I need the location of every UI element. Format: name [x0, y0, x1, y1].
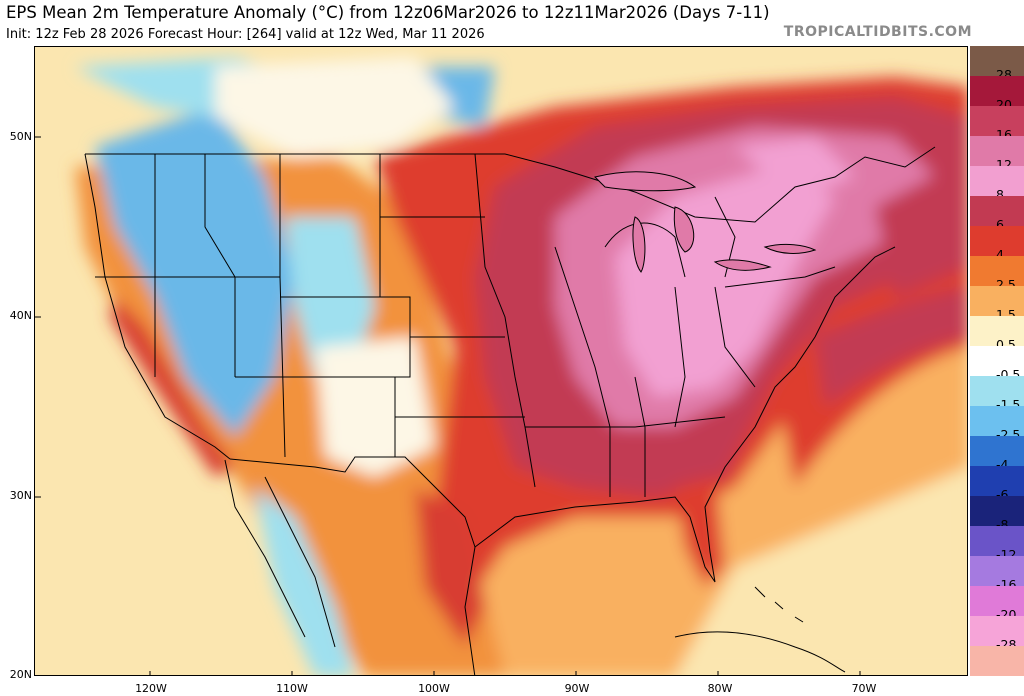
lon-label-90w: 90W — [564, 682, 590, 695]
lat-label-40n: 40N — [9, 309, 32, 322]
colorbar-swatch — [970, 556, 1024, 586]
colorbar-swatch — [970, 616, 1024, 646]
anomaly-field — [75, 57, 967, 675]
colorbar-swatch — [970, 76, 1024, 106]
colorbar-swatch — [970, 196, 1024, 226]
colorbar-cell: -8 — [970, 496, 1024, 532]
lon-label-120w: 120W — [135, 682, 167, 695]
colorbar-cell: 20 — [970, 76, 1024, 112]
colorbar-cell: -12 — [970, 526, 1024, 562]
colorbar-swatch — [970, 286, 1024, 316]
colorbar-legend: 28 20 16 12 8 6 4 2.5 1.5 0.5 -0.5 -1.5 -2.5 -4 -6 -8 -1… — [970, 46, 1024, 676]
colorbar-cell: 1.5 — [970, 286, 1024, 322]
colorbar-cell: 2.5 — [970, 256, 1024, 292]
colorbar-swatch — [970, 256, 1024, 286]
colorbar-cell: 6 — [970, 196, 1024, 232]
lon-label-70w: 70W — [851, 682, 877, 695]
colorbar-swatch — [970, 106, 1024, 136]
colorbar-swatch — [970, 496, 1024, 526]
colorbar-cell: -20 — [970, 586, 1024, 622]
colorbar-cell: 12 — [970, 136, 1024, 172]
colorbar-cell: 28 — [970, 46, 1024, 82]
colorbar-swatch — [970, 316, 1024, 346]
colorbar-swatch — [970, 646, 1024, 676]
colorbar-swatch — [970, 586, 1024, 616]
colorbar-swatch — [970, 526, 1024, 556]
colorbar-cell: 0.5 — [970, 316, 1024, 352]
anomaly-map-svg — [35, 47, 967, 675]
colorbar-cell: -16 — [970, 556, 1024, 592]
colorbar-label: 8 — [996, 187, 1004, 202]
colorbar-cell: -2.5 — [970, 406, 1024, 442]
lon-label-80w: 80W — [707, 682, 733, 695]
colorbar-swatch — [970, 436, 1024, 466]
map-boundaries — [84, 146, 936, 675]
colorbar-swatch — [970, 466, 1024, 496]
colorbar-swatch — [970, 346, 1024, 376]
anomaly-map — [34, 46, 968, 676]
grid-ticks — [35, 136, 861, 675]
colorbar-cell: -4 — [970, 436, 1024, 472]
colorbar-swatch — [970, 46, 1024, 76]
colorbar-swatch — [970, 406, 1024, 436]
colorbar-label: 4 — [996, 247, 1004, 262]
colorbar-cell — [970, 646, 1024, 676]
lon-label-110w: 110W — [276, 682, 308, 695]
lat-label-50n: 50N — [9, 130, 32, 143]
colorbar-label: 6 — [996, 217, 1004, 232]
colorbar-cell: -6 — [970, 466, 1024, 502]
map-title: EPS Mean 2m Temperature Anomaly (°C) fro… — [6, 3, 770, 22]
colorbar-swatch — [970, 376, 1024, 406]
map-subtitle: Init: 12z Feb 28 2026 Forecast Hour: [26… — [6, 27, 485, 42]
colorbar-cell: 16 — [970, 106, 1024, 142]
colorbar-swatch — [970, 136, 1024, 166]
colorbar-cell: -28 — [970, 616, 1024, 652]
lat-label-30n: 30N — [9, 489, 32, 502]
brand-watermark: TROPICALTIDBITS.COM — [783, 24, 972, 40]
colorbar-cell: 4 — [970, 226, 1024, 262]
map-header: EPS Mean 2m Temperature Anomaly (°C) fro… — [0, 0, 1024, 46]
colorbar-cell: -0.5 — [970, 346, 1024, 382]
caribbean-coastlines — [674, 586, 846, 673]
colorbar-cell: -1.5 — [970, 376, 1024, 412]
great-lakes — [594, 171, 817, 273]
lon-label-100w: 100W — [418, 682, 450, 695]
colorbar-cell: 8 — [970, 166, 1024, 202]
colorbar-swatch — [970, 166, 1024, 196]
lat-label-20n: 20N — [9, 668, 32, 681]
colorbar-swatch — [970, 226, 1024, 256]
